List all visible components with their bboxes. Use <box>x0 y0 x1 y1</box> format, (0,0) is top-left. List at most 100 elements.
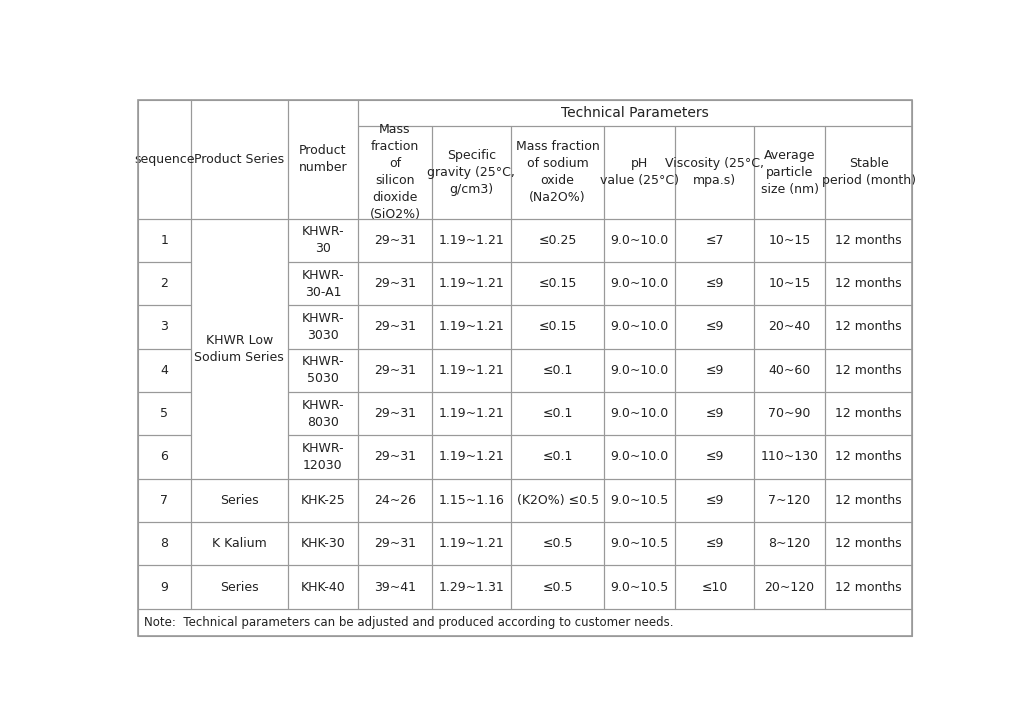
Bar <box>675 566 755 609</box>
Text: Series: Series <box>220 580 259 593</box>
Text: 1.19~1.21: 1.19~1.21 <box>438 320 504 333</box>
Bar <box>288 305 358 349</box>
Text: Mass fraction
of sodium
oxide
(Na2O%): Mass fraction of sodium oxide (Na2O%) <box>516 141 599 205</box>
Text: 1.19~1.21: 1.19~1.21 <box>438 277 504 290</box>
Text: ≤0.1: ≤0.1 <box>543 364 572 377</box>
Text: 12 months: 12 months <box>836 364 902 377</box>
Text: 1: 1 <box>161 234 168 247</box>
Text: Product
number: Product number <box>299 144 347 174</box>
Bar <box>511 522 604 566</box>
Bar <box>511 349 604 392</box>
Text: 12 months: 12 months <box>836 234 902 247</box>
Text: 1.19~1.21: 1.19~1.21 <box>438 364 504 377</box>
Bar <box>511 478 604 522</box>
Text: 9.0~10.0: 9.0~10.0 <box>610 364 669 377</box>
Text: ≤9: ≤9 <box>706 407 724 420</box>
Bar <box>675 392 755 435</box>
Text: 70~90: 70~90 <box>768 407 811 420</box>
Bar <box>825 349 912 392</box>
Text: 12 months: 12 months <box>836 580 902 593</box>
Text: 8~120: 8~120 <box>768 537 811 550</box>
Bar <box>825 305 912 349</box>
Bar <box>511 126 604 218</box>
Text: 1.19~1.21: 1.19~1.21 <box>438 451 504 464</box>
Text: 20~120: 20~120 <box>765 580 815 593</box>
Bar <box>137 522 191 566</box>
Text: 29~31: 29~31 <box>374 320 416 333</box>
Bar <box>358 100 912 126</box>
Bar <box>604 305 675 349</box>
Bar <box>755 435 825 478</box>
Bar <box>358 126 432 218</box>
Text: 29~31: 29~31 <box>374 234 416 247</box>
Text: Specific
gravity (25°C,
g/cm3): Specific gravity (25°C, g/cm3) <box>427 149 515 196</box>
Bar <box>137 392 191 435</box>
Bar <box>825 435 912 478</box>
Bar <box>604 435 675 478</box>
Bar <box>288 262 358 305</box>
Bar <box>604 126 675 218</box>
Bar <box>675 435 755 478</box>
Bar <box>288 218 358 262</box>
Text: 12 months: 12 months <box>836 277 902 290</box>
Text: KHWR-
30: KHWR- 30 <box>302 225 344 256</box>
Bar <box>432 262 511 305</box>
Bar <box>432 126 511 218</box>
Bar <box>825 522 912 566</box>
Text: KHK-25: KHK-25 <box>301 494 345 507</box>
Text: Technical Parameters: Technical Parameters <box>561 106 709 120</box>
Text: ≤0.15: ≤0.15 <box>539 320 577 333</box>
Text: 4: 4 <box>161 364 168 377</box>
Text: 9: 9 <box>161 580 168 593</box>
Text: Note:  Technical parameters can be adjusted and produced according to customer n: Note: Technical parameters can be adjust… <box>143 616 674 629</box>
Bar <box>358 522 432 566</box>
Bar <box>137 478 191 522</box>
Bar <box>288 392 358 435</box>
Text: KHK-40: KHK-40 <box>301 580 345 593</box>
Text: 29~31: 29~31 <box>374 451 416 464</box>
Bar <box>288 566 358 609</box>
Bar <box>137 218 191 262</box>
Text: Series: Series <box>220 494 259 507</box>
Bar <box>604 262 675 305</box>
Text: 9.0~10.0: 9.0~10.0 <box>610 451 669 464</box>
Bar <box>358 435 432 478</box>
Bar <box>432 435 511 478</box>
Bar <box>137 262 191 305</box>
Bar <box>137 100 191 218</box>
Text: 29~31: 29~31 <box>374 407 416 420</box>
Text: 6: 6 <box>161 451 168 464</box>
Bar <box>825 126 912 218</box>
Bar <box>432 478 511 522</box>
Bar <box>288 522 358 566</box>
Text: 1.19~1.21: 1.19~1.21 <box>438 234 504 247</box>
Bar <box>604 522 675 566</box>
Text: ≤7: ≤7 <box>706 234 724 247</box>
Bar <box>137 435 191 478</box>
Bar <box>358 392 432 435</box>
Text: 9.0~10.5: 9.0~10.5 <box>610 580 669 593</box>
Text: 9.0~10.0: 9.0~10.0 <box>610 407 669 420</box>
Bar <box>825 262 912 305</box>
Bar <box>288 349 358 392</box>
Bar <box>191 478 288 522</box>
Text: Mass
fraction
of
silicon
dioxide
(SiO2%): Mass fraction of silicon dioxide (SiO2%) <box>370 123 421 221</box>
Text: 9.0~10.0: 9.0~10.0 <box>610 234 669 247</box>
Bar <box>288 100 358 218</box>
Text: ≤9: ≤9 <box>706 451 724 464</box>
Bar <box>137 349 191 392</box>
Text: KHWR-
3030: KHWR- 3030 <box>302 312 344 342</box>
Bar <box>511 392 604 435</box>
Bar <box>755 392 825 435</box>
Text: 29~31: 29~31 <box>374 364 416 377</box>
Bar <box>755 305 825 349</box>
Text: pH
value (25°C): pH value (25°C) <box>600 157 679 187</box>
Text: (K2O%) ≤0.5: (K2O%) ≤0.5 <box>516 494 599 507</box>
Text: 9.0~10.0: 9.0~10.0 <box>610 277 669 290</box>
Bar <box>675 262 755 305</box>
Text: 12 months: 12 months <box>836 320 902 333</box>
Text: 39~41: 39~41 <box>374 580 416 593</box>
Text: 9.0~10.5: 9.0~10.5 <box>610 537 669 550</box>
Bar <box>604 349 675 392</box>
Bar <box>755 522 825 566</box>
